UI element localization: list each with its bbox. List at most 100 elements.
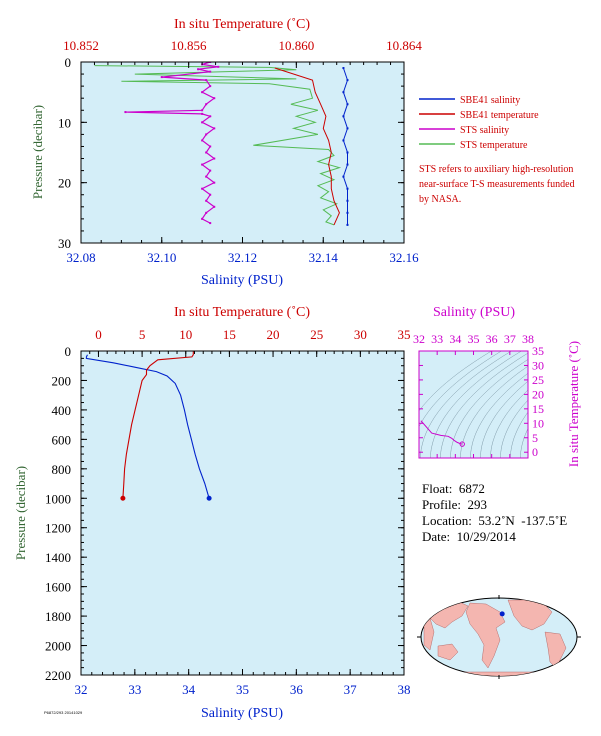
near-surface-temperature-tick-label: 10.852: [63, 38, 99, 53]
full-profile-salinity-tick-label: 34: [182, 682, 196, 697]
date: Date: 10/29/2014: [422, 529, 516, 544]
near-surface-sts-salinity-point: [213, 127, 216, 130]
near-surface-sts-salinity-point: [209, 115, 212, 118]
full-profile-salinity-tick-label: 33: [128, 682, 141, 697]
near-surface-sts-salinity-point: [213, 97, 216, 100]
near-surface-sbe41-salinity-point: [346, 127, 349, 130]
near-surface-sts-salinity-point: [209, 222, 212, 225]
near-surface-left-axis-label: Pressure (decibar): [30, 105, 45, 199]
full-profile-temperature-tick-label: 10: [179, 327, 192, 342]
full-profile-temperature-tick-label: 25: [310, 327, 323, 342]
near-surface-sbe41-salinity-point: [346, 103, 349, 106]
footer-code: P6872/293 20141029: [44, 710, 83, 715]
near-surface-sts-salinity-point: [209, 193, 212, 196]
ts-temperature-tick-label: 15: [532, 402, 544, 416]
full-profile-salinity-tick-label: 32: [75, 682, 88, 697]
ts-density-contour: [430, 351, 522, 458]
full-profile-bottom-axis-label: Salinity (PSU): [201, 706, 283, 721]
near-surface-temperature-tick-label: 10.860: [278, 38, 314, 53]
near-surface-sts-salinity-point: [205, 175, 208, 178]
near-surface-salinity-tick-label: 32.14: [309, 250, 339, 265]
full-profile-temperature-tick-label: 15: [223, 327, 236, 342]
full-profile-pressure-tick-label: 200: [52, 373, 72, 388]
near-surface-salinity-tick-label: 32.12: [228, 250, 257, 265]
near-surface-sts-salinity-point: [197, 68, 200, 71]
legend-label-sbe41-temperature: SBE41 temperature: [460, 110, 539, 121]
map-land-australia: [437, 643, 459, 661]
full-profile-salinity-endpoint: [206, 495, 212, 501]
near-surface-sbe41-salinity-point: [342, 139, 345, 142]
ts-salinity-tick-label: 32: [413, 332, 425, 346]
full-profile-temperature-tick-label: 0: [95, 327, 102, 342]
near-surface-sbe41-salinity-point: [342, 67, 345, 70]
near-surface-sts-salinity-point: [201, 109, 204, 112]
full-profile-chart: 32 33 34 35 36 37 38 0 5 10 15 20 25 30 35 0 200 400 600 80…: [13, 305, 411, 721]
near-surface-sbe41-salinity-point: [342, 175, 345, 178]
near-surface-salinity-tick-label: 32.08: [66, 250, 95, 265]
near-surface-sts-salinity-point: [205, 211, 208, 214]
map-float-marker: [499, 611, 505, 617]
ts-top-axis-label: Salinity (PSU): [433, 305, 515, 320]
near-surface-sts-salinity-point: [209, 85, 212, 88]
full-profile-pressure-tick-label: 400: [52, 403, 72, 418]
near-surface-salinity-tick-label: 32.16: [389, 250, 419, 265]
legend-label-sts-salinity: STS salinity: [460, 125, 509, 136]
profile-number: Profile: 293: [422, 497, 487, 512]
near-surface-sbe41-salinity-point: [346, 151, 349, 154]
full-profile-temperature-tick-label: 5: [139, 327, 146, 342]
ts-temperature-tick-label: 0: [532, 445, 538, 459]
near-surface-sts-salinity-point: [160, 76, 163, 79]
ts-temperature-tick-label: 10: [532, 416, 544, 430]
ts-density-contour: [520, 427, 528, 458]
near-surface-sts-salinity-point: [209, 145, 212, 148]
near-surface-sts-salinity-point: [213, 157, 216, 160]
full-profile-top-axis-label: In situ Temperature (˚C): [174, 305, 310, 320]
full-profile-pressure-tick-label: 2000: [45, 639, 71, 654]
ts-plot-area: [419, 351, 528, 458]
ts-density-contour: [440, 352, 528, 458]
ts-density-contour: [419, 351, 492, 412]
ts-salinity-tick-label: 35: [468, 332, 480, 346]
near-surface-sbe41-temperature-line: [274, 67, 340, 226]
full-profile-pressure-tick-label: 600: [52, 432, 72, 447]
full-profile-temperature-line: [122, 351, 194, 499]
full-profile-plot-area: [81, 351, 404, 675]
legend-label-sts-temperature: STS temperature: [460, 140, 528, 151]
legend-label-sbe41-salinity: SBE41 salinity: [460, 95, 520, 106]
ts-density-contour: [500, 399, 528, 458]
full-profile-temperature-endpoint: [120, 495, 126, 501]
full-profile-left-axis-label: Pressure (decibar): [13, 466, 28, 560]
near-surface-sts-salinity-point: [209, 169, 212, 172]
near-surface-sbe41-salinity-point: [342, 115, 345, 118]
near-surface-temperature-tick-label: 10.864: [386, 38, 422, 53]
near-surface-sts-salinity-point: [205, 199, 208, 202]
ts-density-contour: [480, 380, 528, 458]
ts-profile-endpoint: [459, 441, 465, 447]
full-profile-pressure-tick-label: 1400: [45, 550, 71, 565]
near-surface-pressure-tick-label: 10: [58, 115, 71, 130]
near-surface-pressure-tick-label: 30: [58, 236, 71, 251]
full-profile-pressure-tick-label: 1200: [45, 521, 71, 536]
near-surface-sbe41-salinity-point: [346, 211, 349, 214]
ts-right-axis-label: In situ Temperature (˚C): [566, 341, 581, 467]
full-profile-pressure-tick-label: 800: [52, 462, 72, 477]
near-surface-temperature-tick-label: 10.856: [171, 38, 207, 53]
ts-salinity-tick-label: 34: [449, 332, 461, 346]
ts-salinity-tick-label: 38: [522, 332, 534, 346]
near-surface-bottom-axis-label: Salinity (PSU): [201, 273, 283, 288]
full-profile-pressure-tick-label: 1600: [45, 580, 71, 595]
near-surface-sbe41-salinity-point: [346, 79, 349, 82]
ts-salinity-tick-label: 33: [431, 332, 443, 346]
full-profile-salinity-tick-label: 37: [344, 682, 358, 697]
near-surface-sts-salinity-point: [205, 79, 208, 82]
near-surface-sbe41-salinity-point: [346, 187, 349, 190]
near-surface-sts-salinity-point: [201, 217, 204, 220]
world-map: [417, 595, 581, 679]
near-surface-sts-salinity-point: [209, 70, 212, 73]
near-surface-sts-salinity-point: [213, 181, 216, 184]
near-surface-sts-temperature-line: [94, 65, 342, 226]
near-surface-top-axis-label: In situ Temperature (˚C): [174, 17, 310, 32]
full-profile-temperature-tick-label: 35: [398, 327, 411, 342]
legend: SBE41 salinity SBE41 temperature STS sal…: [419, 95, 539, 151]
